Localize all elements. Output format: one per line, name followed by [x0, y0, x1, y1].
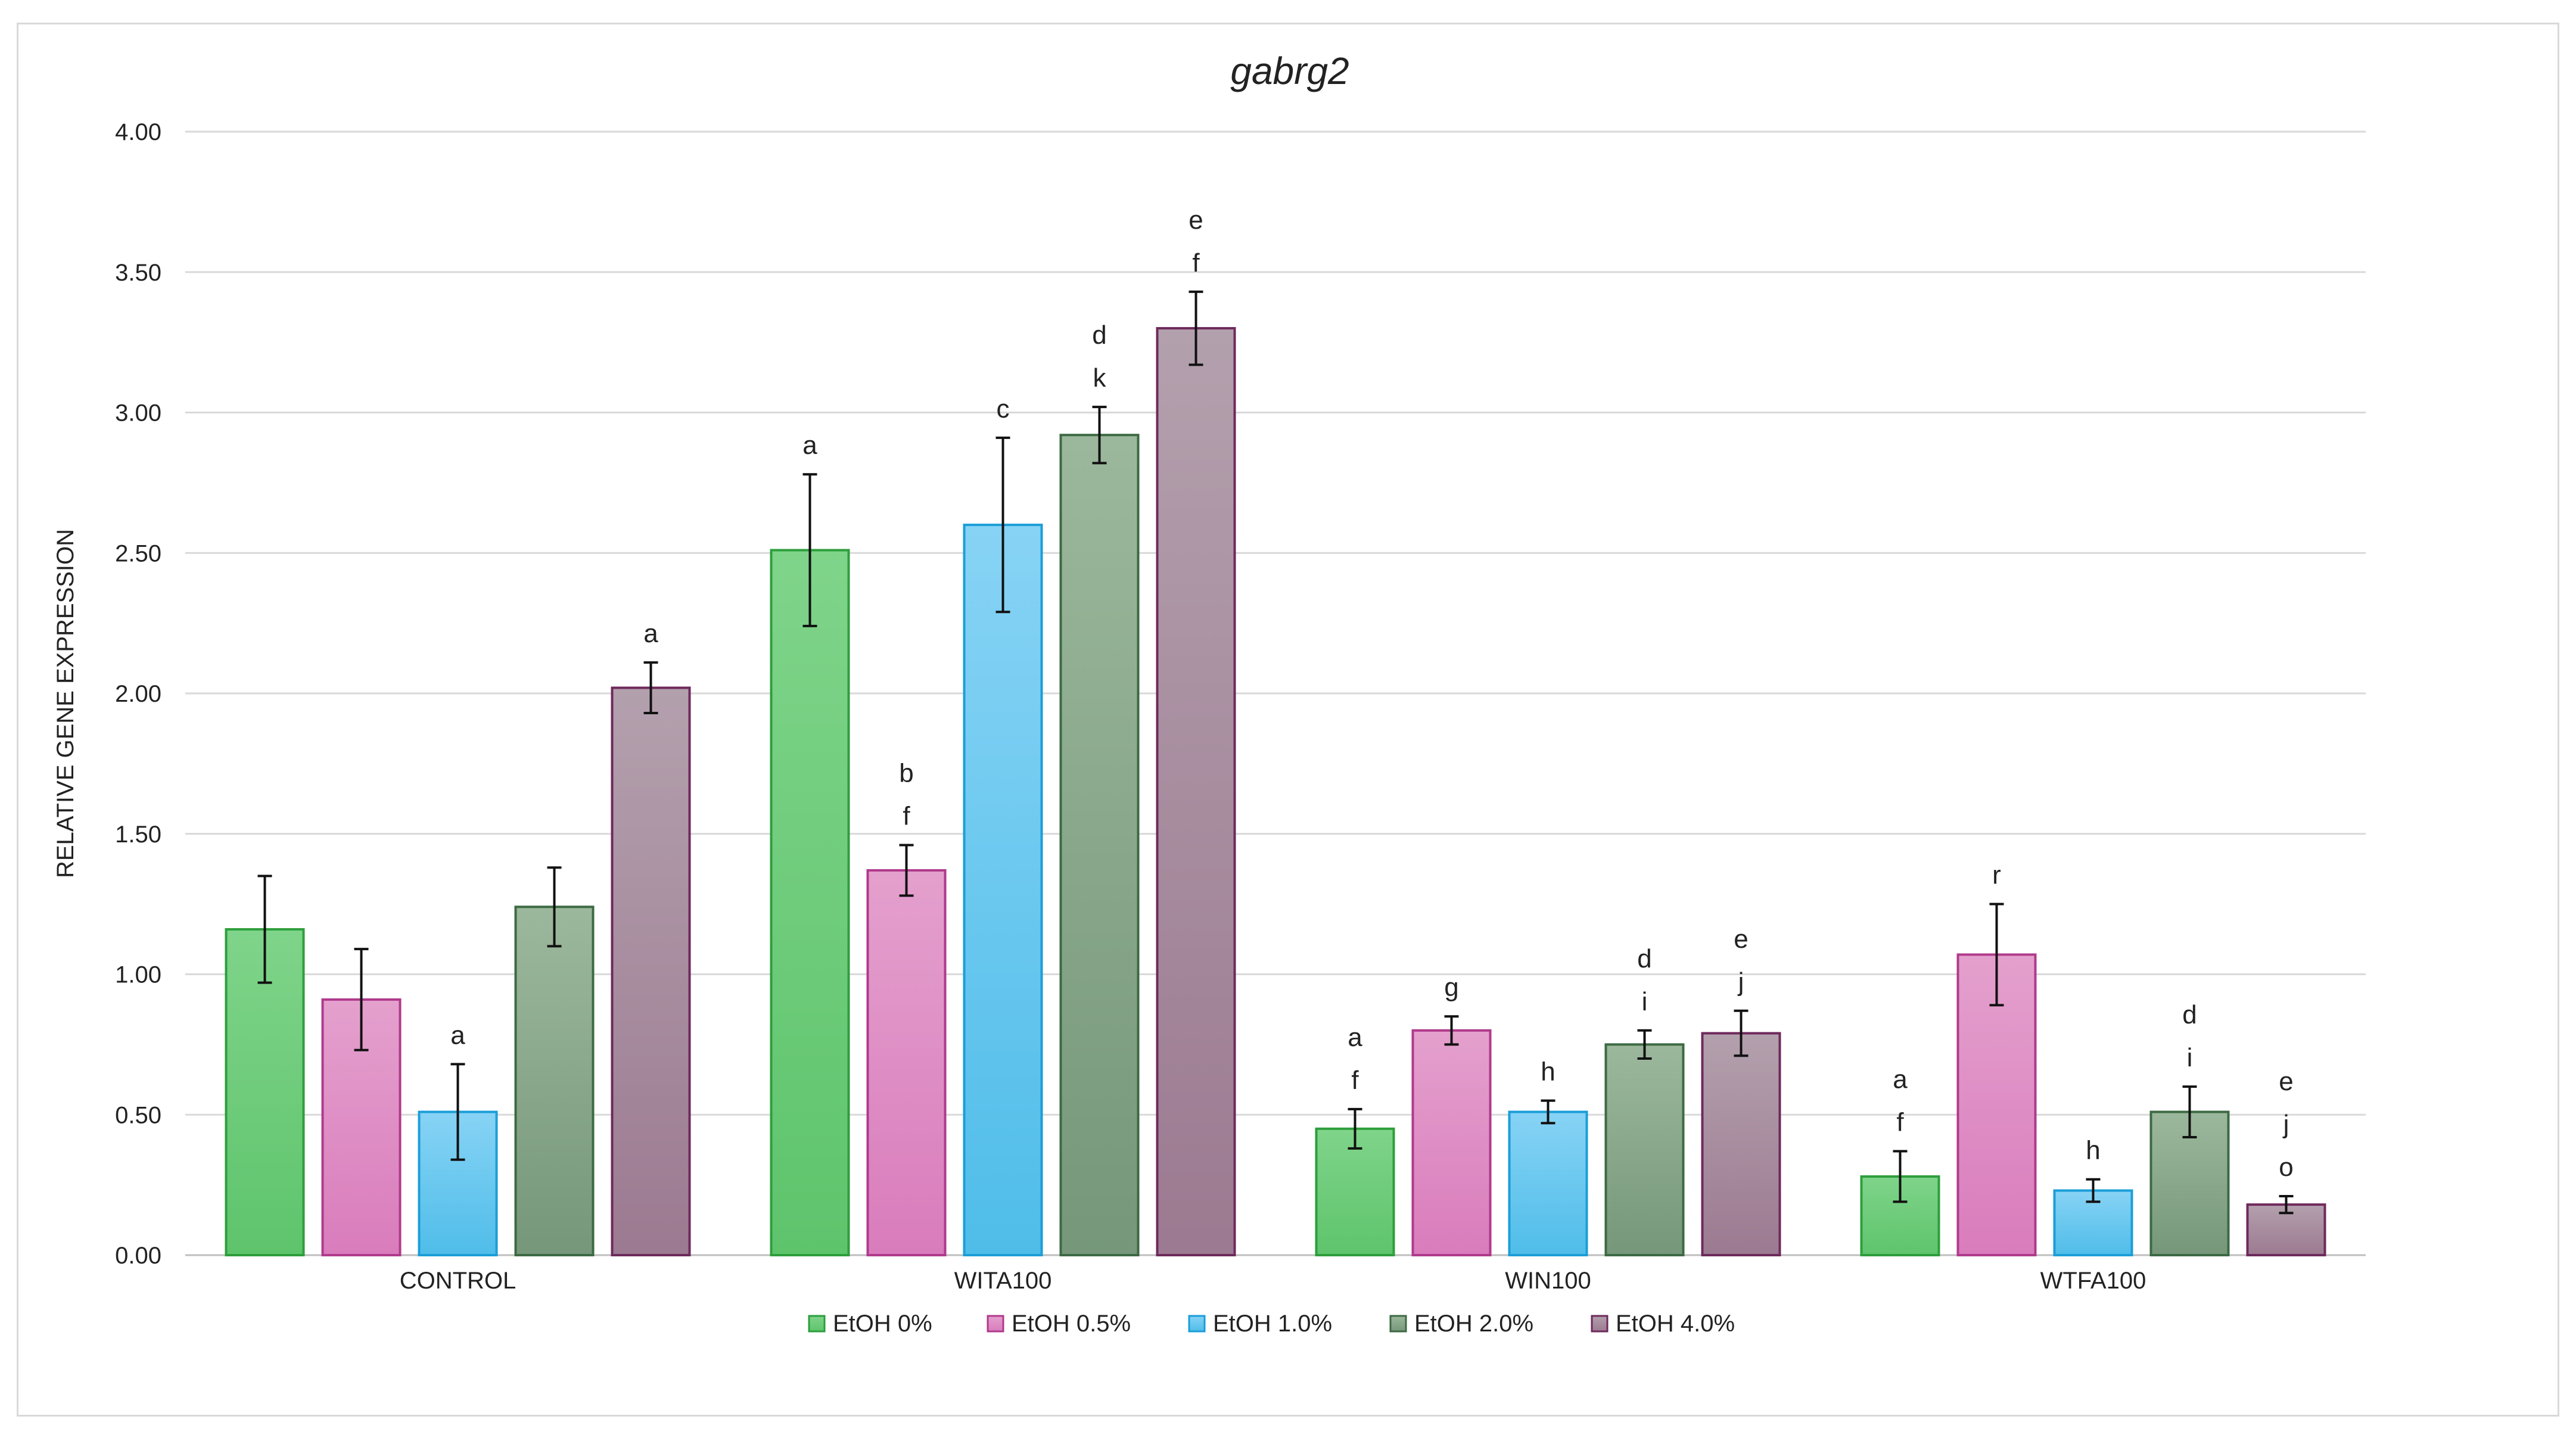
- significance-letter: d: [1637, 944, 1651, 973]
- legend-label: EtOH 4.0%: [1616, 1311, 1735, 1337]
- significance-letter: e: [2279, 1067, 2293, 1096]
- significance-letter: a: [1348, 1023, 1362, 1052]
- chart-svg: 0.00 0.50 1.00 1.50 2.00 2.50 3.00 3.50 4.00 a a a…: [52, 49, 2366, 1337]
- category-label: CONTROL: [400, 1268, 517, 1294]
- bar-win100-4: [1701, 1032, 1781, 1256]
- gridlines: [185, 130, 2366, 1256]
- significance-letter: f: [903, 802, 910, 831]
- significance-letter: c: [997, 394, 1010, 424]
- legend-swatch: [1389, 1315, 1407, 1333]
- bar-wita100-0: [770, 549, 850, 1256]
- bar-wita100-1: [866, 869, 947, 1257]
- significance-letter: k: [1093, 363, 1107, 393]
- chart-frame: 0.00 0.50 1.00 1.50 2.00 2.50 3.00 3.50 4.00 a a a…: [17, 23, 2559, 1417]
- bar-win100-1: [1411, 1029, 1492, 1257]
- category-label: WTFA100: [2040, 1268, 2146, 1294]
- y-tick-label: 2.50: [115, 540, 161, 567]
- y-tick-label: 4.00: [115, 119, 161, 145]
- significance-letter: i: [2187, 1043, 2193, 1072]
- significance-letter: a: [450, 1020, 465, 1050]
- category-label: WITA100: [954, 1268, 1052, 1294]
- legend-label: EtOH 0.5%: [1012, 1311, 1131, 1337]
- x-axis-categories: CONTROL WITA100 WIN100 WTFA100: [400, 1268, 2146, 1294]
- chart-title: gabrg2: [1230, 49, 1349, 92]
- significance-letter: f: [1192, 248, 1200, 278]
- legend-item: EtOH 4.0%: [1591, 1311, 1735, 1337]
- legend-item: EtOH 0.5%: [987, 1311, 1131, 1337]
- legend-swatch: [1591, 1315, 1609, 1333]
- significance-letter: g: [1444, 973, 1458, 1002]
- legend-item: EtOH 1.0%: [1188, 1311, 1332, 1337]
- y-tick-label: 1.00: [115, 962, 161, 988]
- significance-letter: a: [802, 431, 817, 460]
- legend-swatch: [808, 1315, 826, 1333]
- significance-letter: e: [1734, 925, 1748, 954]
- category-label: WIN100: [1505, 1268, 1591, 1294]
- significance-letter: f: [1351, 1066, 1359, 1095]
- bar-control-4: [611, 686, 691, 1256]
- significance-letter: f: [1896, 1108, 1904, 1137]
- bar-win100-0: [1315, 1127, 1395, 1256]
- significance-letter: b: [899, 759, 913, 788]
- legend-label: EtOH 0%: [833, 1311, 932, 1337]
- significance-letter: e: [1189, 206, 1203, 235]
- legend-swatch: [1188, 1315, 1206, 1333]
- bar-wita100-4: [1156, 327, 1236, 1256]
- legend: EtOH 0% EtOH 0.5% EtOH 1.0% EtOH 2.0% EtOH 4…: [808, 1311, 1735, 1337]
- significance-letter: i: [1642, 987, 1648, 1016]
- significance-letter: h: [1541, 1057, 1555, 1087]
- significance-letter: d: [1092, 320, 1106, 350]
- significance-letter: a: [643, 619, 658, 648]
- significance-letter: d: [2182, 1000, 2197, 1029]
- y-axis-ticks: 0.00 0.50 1.00 1.50 2.00 2.50 3.00 3.50 4.00: [115, 119, 161, 1269]
- bar-win100-2: [1508, 1110, 1588, 1257]
- legend-item: EtOH 2.0%: [1389, 1311, 1533, 1337]
- y-axis-label: RELATIVE GENE EXPRESSION: [52, 529, 79, 878]
- legend-label: EtOH 2.0%: [1414, 1311, 1533, 1337]
- bar-win100-3: [1604, 1043, 1685, 1256]
- legend-item: EtOH 0%: [808, 1311, 932, 1337]
- significance-letter: a: [1893, 1065, 1908, 1094]
- y-tick-label: 1.50: [115, 821, 161, 848]
- significance-letter: j: [1737, 967, 1744, 997]
- significance-letter: j: [2282, 1110, 2289, 1139]
- bar-wita100-3: [1059, 434, 1140, 1256]
- significance-letter: o: [2279, 1153, 2293, 1182]
- legend-swatch: [987, 1315, 1004, 1333]
- y-tick-label: 0.00: [115, 1243, 161, 1269]
- legend-label: EtOH 1.0%: [1213, 1311, 1332, 1337]
- bars: [225, 290, 2326, 1257]
- significance-letter: r: [1992, 861, 2001, 890]
- y-tick-label: 0.50: [115, 1102, 161, 1128]
- y-tick-label: 2.00: [115, 681, 161, 707]
- significance-letter: h: [2086, 1136, 2100, 1165]
- y-tick-label: 3.00: [115, 400, 161, 427]
- bar-control-3: [514, 905, 595, 1256]
- bar-wita100-2: [963, 524, 1043, 1256]
- y-tick-label: 3.50: [115, 260, 161, 286]
